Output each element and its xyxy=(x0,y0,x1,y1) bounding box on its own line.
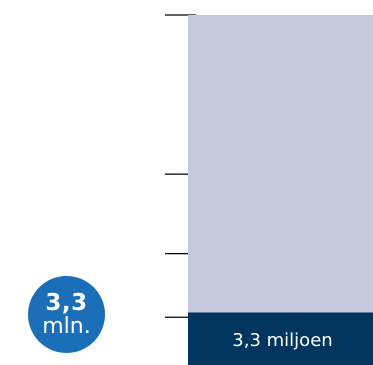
bar-remainder xyxy=(188,15,373,365)
badge-value: 3,3 xyxy=(45,289,88,316)
value-badge: 3,3 mln. xyxy=(28,276,105,353)
bar-segment-value xyxy=(188,312,373,365)
bar-segment-label: 3,3 miljoen xyxy=(232,330,332,351)
badge-unit: mln. xyxy=(42,314,91,340)
